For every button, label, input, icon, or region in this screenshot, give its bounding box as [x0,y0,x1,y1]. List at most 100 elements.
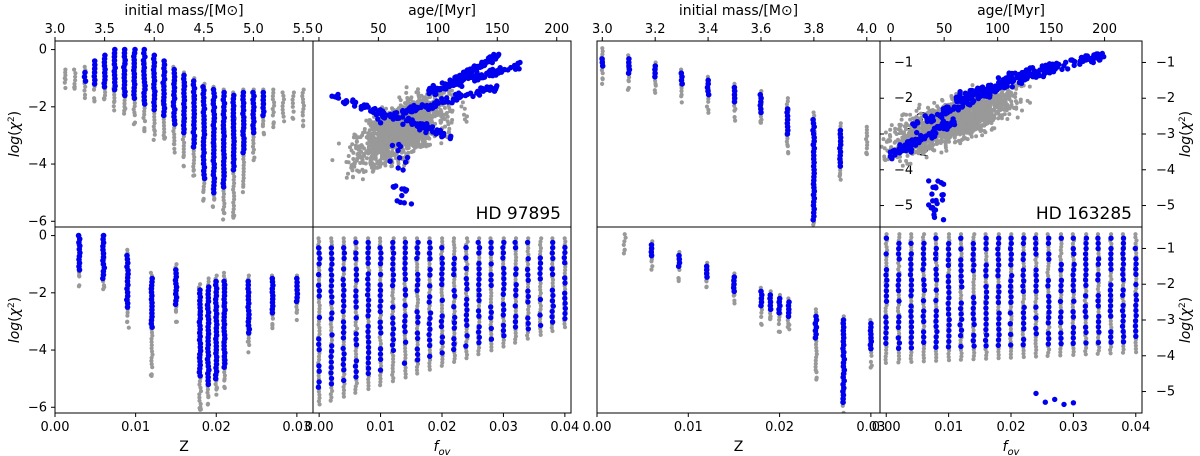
model-point [376,125,381,130]
model-point [391,296,396,301]
model-point [197,379,202,384]
model-point [260,124,265,129]
best-model-point [537,260,544,266]
model-point [301,123,306,128]
model-point [316,300,321,305]
model-point [378,341,383,346]
model-point [1020,108,1024,113]
model-point [367,132,372,136]
y-tick-label: 0 [39,229,47,244]
best-model-point [408,201,415,207]
model-point [353,348,358,354]
model-point [380,132,385,137]
best-model-point [451,320,458,326]
best-model-point [463,255,469,261]
model-point [201,184,206,189]
best-model-point [414,346,420,352]
best-model-point [439,313,445,319]
best-model-point [389,142,396,149]
model-point [232,194,237,199]
best-model-point [160,112,167,119]
model-point [501,341,506,346]
best-model-point [476,281,482,288]
best-model-point [458,75,464,81]
model-point [291,94,296,99]
best-model-point [353,277,360,283]
model-point [784,102,790,107]
best-model-point [390,277,396,283]
model-point [329,385,334,390]
best-model-point [378,298,384,304]
star-name-label: HD 97895 [476,204,561,224]
best-model-point [549,271,556,277]
best-model-point [101,84,108,90]
model-point [150,365,155,370]
best-model-point [475,77,481,83]
best-model-point [562,295,568,301]
best-model-point [525,326,531,332]
model-point [626,85,631,91]
model-point [420,139,425,144]
best-model-point [390,261,396,267]
best-model-point [464,91,471,98]
model-point [414,116,419,121]
model-point [404,85,409,90]
model-point [395,133,400,138]
model-point [329,338,335,343]
model-point [704,104,710,109]
x-tick-label: 4.0 [144,22,165,37]
model-point [197,382,202,387]
best-model-point [402,271,408,277]
model-point [271,120,276,125]
model-point [152,111,157,116]
best-model-point [501,270,507,277]
best-model-point [525,320,531,327]
model-point [525,249,530,254]
model-point [271,125,276,130]
model-point [406,150,411,155]
model-point [785,136,790,141]
model-point [111,104,116,109]
model-point [538,291,543,296]
model-point [353,387,358,392]
model-point [600,77,605,82]
model-point [465,262,470,267]
model-point [462,106,467,111]
model-point [191,158,197,163]
model-point [344,175,349,180]
best-model-point [537,270,543,277]
best-model-point [562,290,568,296]
best-model-point [562,275,568,281]
best-model-point [500,301,507,308]
model-point [390,309,396,314]
best-model-point [353,239,359,246]
x-tick-label: 100 [425,22,450,37]
best-model-point [464,281,470,287]
model-point [241,172,246,177]
y-tick-label: −6 [28,214,47,229]
model-point [149,339,154,345]
model-point [222,201,227,206]
model-point [317,402,322,407]
best-model-point [328,359,334,365]
best-model-point [415,271,421,278]
model-point [72,67,77,72]
best-model-point [418,122,424,128]
model-point [387,130,392,135]
best-model-point [328,381,335,387]
model-point [513,340,518,345]
best-model-point [353,250,359,256]
model-point [384,150,389,155]
model-point [538,316,543,321]
model-point [882,146,887,151]
best-model-point [427,272,433,278]
model-point [384,131,389,135]
model-point [378,376,383,381]
best-model-point [476,339,482,346]
model-point [403,132,408,137]
x-tick-label: 0.03 [489,420,518,435]
model-point [477,236,482,241]
model-point [513,277,518,282]
